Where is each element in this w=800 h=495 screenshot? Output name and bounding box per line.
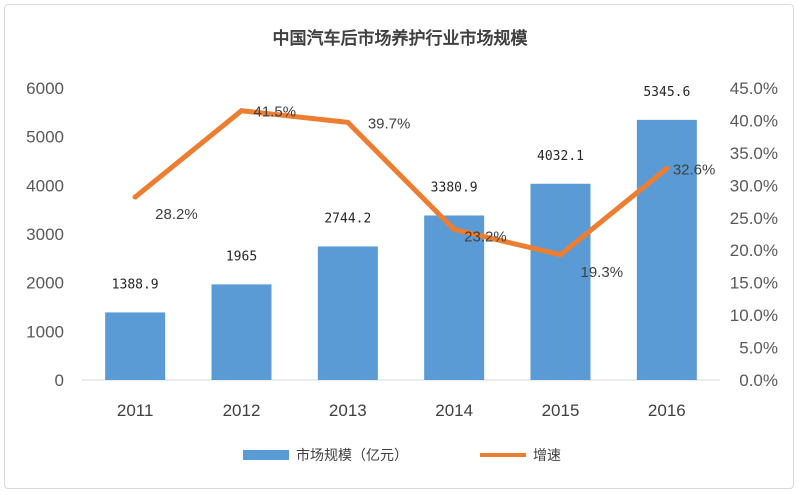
y-axis-left: 0 1000 2000 3000 4000 5000 6000 xyxy=(26,79,64,390)
bar-data-label: 1965 xyxy=(226,249,257,264)
y-right-tick-label: 10.0% xyxy=(730,306,778,325)
y-right-tick-label: 20.0% xyxy=(730,241,778,260)
y-right-tick-label: 40.0% xyxy=(730,111,778,130)
y-left-tick-label: 2000 xyxy=(26,274,64,293)
bar xyxy=(530,183,591,380)
y-left-tick-label: 4000 xyxy=(26,176,64,195)
line-data-label: 19.3% xyxy=(581,264,624,281)
x-tick-label: 2013 xyxy=(329,401,367,420)
bar-data-label: 2744.2 xyxy=(324,211,371,226)
x-tick-label: 2015 xyxy=(542,401,580,420)
y-right-tick-label: 25.0% xyxy=(730,209,778,228)
legend-label-bar: 市场规模（亿元） xyxy=(296,447,408,464)
legend: 市场规模（亿元） 增速 xyxy=(243,447,561,464)
line-point xyxy=(239,108,244,114)
bar-labels: 1388.9 1965 2744.2 3380.9 4032.1 5345.6 xyxy=(112,85,691,293)
y-right-tick-label: 35.0% xyxy=(730,144,778,163)
line-data-label: 39.7% xyxy=(368,115,411,132)
y-right-tick-label: 0.0% xyxy=(739,371,778,390)
x-axis: 2011 2012 2013 2014 2015 2016 xyxy=(117,401,686,420)
bar xyxy=(636,119,697,380)
bar xyxy=(317,246,378,380)
legend-label-line: 增速 xyxy=(533,448,561,464)
line-data-label: 32.6% xyxy=(673,161,716,178)
bar-series xyxy=(105,119,697,380)
bar xyxy=(211,284,272,380)
line-point xyxy=(132,194,138,200)
y-right-tick-label: 15.0% xyxy=(730,274,778,293)
y-left-tick-label: 3000 xyxy=(26,225,64,244)
y-left-tick-label: 0 xyxy=(55,371,64,390)
line-point xyxy=(664,165,670,171)
y-left-tick-label: 5000 xyxy=(26,128,64,147)
bar-data-label: 1388.9 xyxy=(112,277,159,292)
line-series xyxy=(132,108,670,258)
bar xyxy=(424,215,485,380)
line-data-label: 23.2% xyxy=(464,228,507,245)
y-left-tick-label: 6000 xyxy=(26,79,64,98)
y-right-tick-label: 45.0% xyxy=(730,79,778,98)
bar-data-label: 3380.9 xyxy=(431,180,478,195)
line-point xyxy=(345,119,351,125)
growth-line xyxy=(132,108,670,258)
line-point xyxy=(558,252,563,258)
x-tick-label: 2014 xyxy=(435,401,473,420)
bar-data-label: 5345.6 xyxy=(643,85,690,100)
y-axis-right: 0.0% 5.0% 10.0% 15.0% 20.0% 25.0% 30.0% 35.0% 40… xyxy=(730,79,778,390)
bar xyxy=(105,312,166,380)
legend-swatch-bar xyxy=(243,450,289,460)
chart-title: 中国汽车后市场养护行业市场规模 xyxy=(273,28,529,49)
line-data-label: 41.5% xyxy=(254,104,297,121)
y-left-tick-label: 1000 xyxy=(26,322,64,341)
x-tick-label: 2016 xyxy=(648,401,686,420)
y-right-tick-label: 5.0% xyxy=(739,339,778,358)
line-labels: 28.2% 41.5% 39.7% 23.2% 19.3% 32.6% xyxy=(155,104,715,281)
bar-data-label: 4032.1 xyxy=(537,149,584,164)
y-right-tick-label: 30.0% xyxy=(730,176,778,195)
line-data-label: 28.2% xyxy=(155,206,198,223)
x-tick-label: 2012 xyxy=(223,401,261,420)
line-point xyxy=(451,226,457,232)
x-tick-label: 2011 xyxy=(117,401,154,420)
